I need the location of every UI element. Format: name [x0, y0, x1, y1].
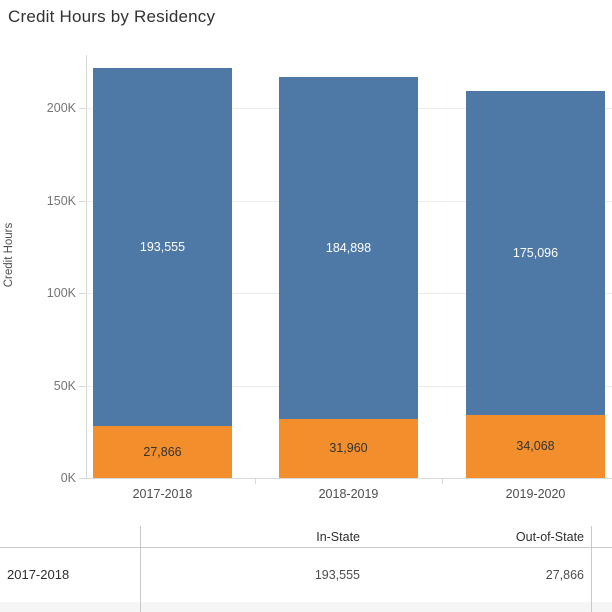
y-axis-line: [86, 55, 87, 478]
table-cell-out-of-state[interactable]: 27,866: [545, 568, 584, 582]
table-header-underline: [0, 547, 612, 548]
y-tick-label-0K: 0K: [60, 471, 76, 485]
table-header-in-state[interactable]: In-State: [316, 530, 360, 544]
y-tick-label-100K: 100K: [46, 286, 76, 300]
x-category-label-2018-2019[interactable]: 2018-2019: [318, 487, 379, 501]
y-tick-label-50K: 50K: [53, 379, 76, 393]
chart-title: Credit Hours by Residency: [8, 7, 216, 26]
bar-segment-in-state-2017-2018[interactable]: [93, 68, 232, 427]
bar-segment-out-of-state-2018-2019[interactable]: [279, 418, 418, 478]
table-header-out-of-state[interactable]: Out-of-State: [515, 530, 584, 544]
table-cell-in-state[interactable]: 193,555: [314, 568, 360, 582]
bar-segment-out-of-state-2019-2020[interactable]: [466, 414, 605, 478]
y-tick-label-200K: 200K: [46, 101, 76, 115]
gridline-0K: [86, 478, 612, 479]
bar-segment-in-state-2019-2020[interactable]: [466, 91, 605, 415]
y-tick-mark-200K: [79, 108, 86, 109]
bar-segment-out-of-state-2017-2018[interactable]: [93, 426, 232, 478]
y-tick-mark-150K: [79, 201, 86, 202]
y-tick-mark-50K: [79, 386, 86, 387]
table-row-label[interactable]: 2017-2018: [7, 567, 70, 582]
y-tick-mark-100K: [79, 293, 86, 294]
table-vline-left: [140, 526, 141, 612]
table-vline-right: [591, 526, 592, 612]
table-next-row-band: [0, 602, 612, 612]
x-boundary-tick-0: [255, 479, 256, 484]
x-category-label-2017-2018[interactable]: 2017-2018: [132, 487, 193, 501]
bar-segment-in-state-2018-2019[interactable]: [279, 76, 418, 419]
x-category-label-2019-2020[interactable]: 2019-2020: [505, 487, 566, 501]
y-tick-mark-0K: [79, 478, 86, 479]
y-tick-label-150K: 150K: [46, 194, 76, 208]
x-boundary-tick-1: [442, 479, 443, 484]
